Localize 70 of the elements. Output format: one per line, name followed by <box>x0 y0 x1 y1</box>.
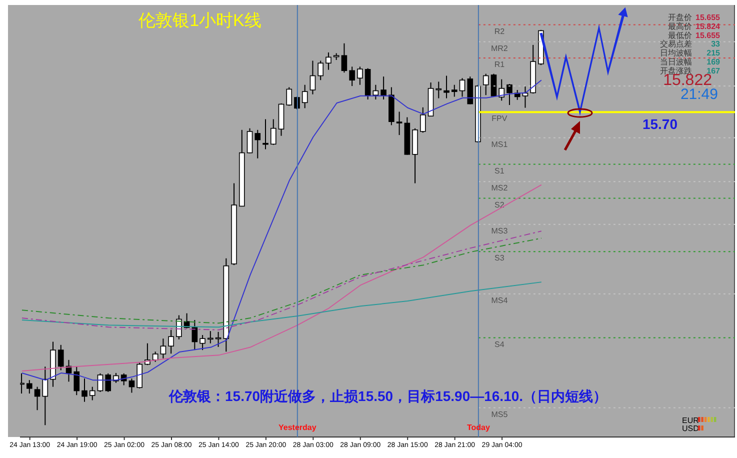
text: 215 <box>706 48 721 58</box>
candlestick <box>286 86 292 106</box>
candlestick <box>482 73 489 96</box>
candlestick <box>82 378 88 402</box>
text: USD <box>682 424 700 433</box>
ref-line-label: S3 <box>494 254 505 263</box>
text: 最高价 <box>668 22 692 31</box>
candlestick <box>200 334 206 351</box>
candlestick <box>246 128 253 154</box>
candlestick <box>105 372 112 392</box>
text: 15.655 <box>696 30 721 40</box>
candlestick <box>444 75 450 99</box>
candlestick <box>396 111 402 136</box>
ref-line-label: FPV <box>492 114 508 124</box>
text: 15.655 <box>696 13 721 22</box>
candlestick <box>357 66 363 86</box>
chart-title: 伦敦银1小时K线 <box>138 11 262 30</box>
candlestick <box>302 84 308 109</box>
text: 33 <box>711 40 721 49</box>
candlestick <box>254 129 261 159</box>
candlestick <box>262 118 268 150</box>
candlestick <box>74 366 80 396</box>
text: 交易点差 <box>660 40 692 49</box>
candlestick <box>506 84 512 106</box>
candlestick <box>318 60 324 81</box>
ref-line-label: R2 <box>494 26 506 36</box>
candlestick <box>459 78 466 98</box>
candlestick <box>128 378 135 394</box>
text: 21:49 <box>680 86 718 103</box>
candlestick <box>208 330 214 344</box>
candlestick <box>310 60 316 95</box>
candlestick <box>34 386 40 411</box>
candlestick <box>380 76 386 100</box>
candlestick <box>522 86 528 108</box>
ref-line-label: S4 <box>494 340 505 349</box>
candlestick <box>498 78 505 102</box>
candlestick <box>136 362 142 389</box>
candlestick <box>26 380 32 394</box>
candlestick <box>436 81 442 99</box>
candlestick <box>168 329 174 354</box>
candlestick <box>160 338 166 359</box>
text: 最低价 <box>668 30 692 40</box>
candlestick <box>89 386 96 401</box>
text: 169 <box>706 58 721 66</box>
candlestick <box>420 106 426 134</box>
ref-line-label: R1 <box>494 60 506 69</box>
candlestick <box>42 366 48 426</box>
candlestick <box>451 84 458 98</box>
text: 15.824 <box>696 22 721 31</box>
ref-line-label: MS4 <box>491 296 508 305</box>
candlestick <box>58 344 64 371</box>
candlestick <box>326 52 332 70</box>
candlestick <box>192 320 198 351</box>
text: 日均波幅 <box>660 48 692 58</box>
text: 当日波幅 <box>660 58 692 66</box>
candlestick <box>490 73 497 98</box>
candlestick <box>372 84 379 100</box>
ref-line-label: MR2 <box>490 44 508 53</box>
ref-line-label: S1 <box>494 166 505 176</box>
text: EUR <box>682 416 700 425</box>
ref-line-label: MS5 <box>491 410 508 419</box>
candlestick <box>349 66 355 87</box>
candlestick <box>270 118 276 146</box>
ref-line-label: MS3 <box>491 226 508 236</box>
ref-line-label: MS1 <box>491 140 508 149</box>
ref-line-label: MS2 <box>491 184 508 193</box>
ref-line-label: S2 <box>494 200 505 210</box>
text: 开盘价 <box>668 13 692 22</box>
candlestick <box>341 42 348 74</box>
annotation: 15.70 <box>642 116 678 132</box>
